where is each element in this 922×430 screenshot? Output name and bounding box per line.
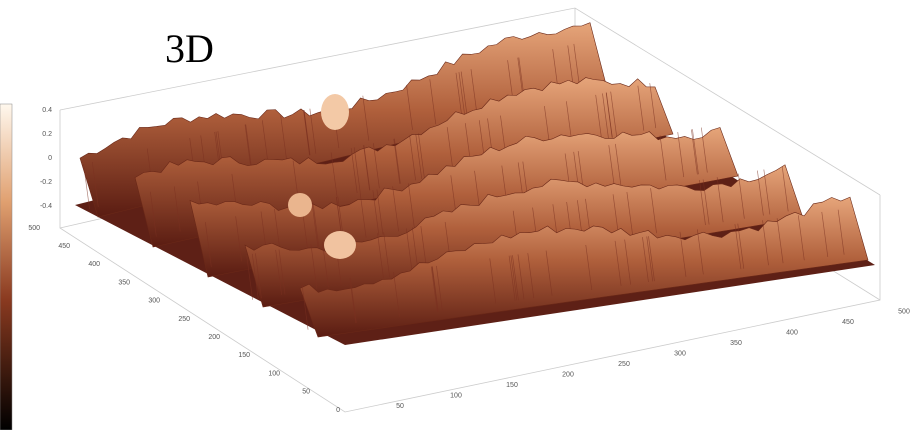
y-tick-label: 500 — [28, 225, 40, 232]
colorbar — [0, 104, 12, 430]
y-tick-label: 450 — [58, 243, 70, 250]
y-tick-label: 50 — [302, 389, 310, 396]
y-tick-label: 0 — [336, 407, 340, 414]
x-tick-label: 400 — [786, 329, 798, 336]
x-tick-label: 250 — [618, 361, 630, 368]
afm-figure: 3D 0.40.20-0.2-0.45004504003503002502001… — [0, 0, 922, 430]
x-tick-label: 350 — [730, 340, 742, 347]
peak — [321, 94, 349, 130]
x-tick-label: 300 — [674, 350, 686, 357]
x-tick-label: 500 — [898, 308, 910, 315]
x-tick-label: 50 — [396, 403, 404, 410]
x-tick-label: 100 — [450, 392, 462, 399]
z-tick-label: 0 — [48, 155, 52, 162]
title: 3D — [165, 26, 214, 71]
z-tick-label: -0.2 — [40, 179, 52, 186]
peak — [324, 231, 356, 259]
page: 3D 0.40.20-0.2-0.45004504003503002502001… — [0, 0, 922, 430]
z-tick-label: 0.4 — [42, 107, 52, 114]
x-tick-label: 200 — [562, 371, 574, 378]
y-tick-label: 300 — [148, 298, 160, 305]
x-tick-label: 150 — [506, 382, 518, 389]
y-tick-label: 250 — [178, 316, 190, 323]
y-tick-label: 100 — [268, 370, 280, 377]
y-tick-label: 200 — [208, 334, 220, 341]
y-tick-label: 150 — [238, 352, 250, 359]
y-tick-label: 400 — [88, 261, 100, 268]
z-tick-label: 0.2 — [42, 131, 52, 138]
peak — [288, 193, 312, 217]
y-tick-label: 350 — [118, 279, 130, 286]
z-tick-label: -0.4 — [40, 203, 52, 210]
x-tick-label: 450 — [842, 319, 854, 326]
